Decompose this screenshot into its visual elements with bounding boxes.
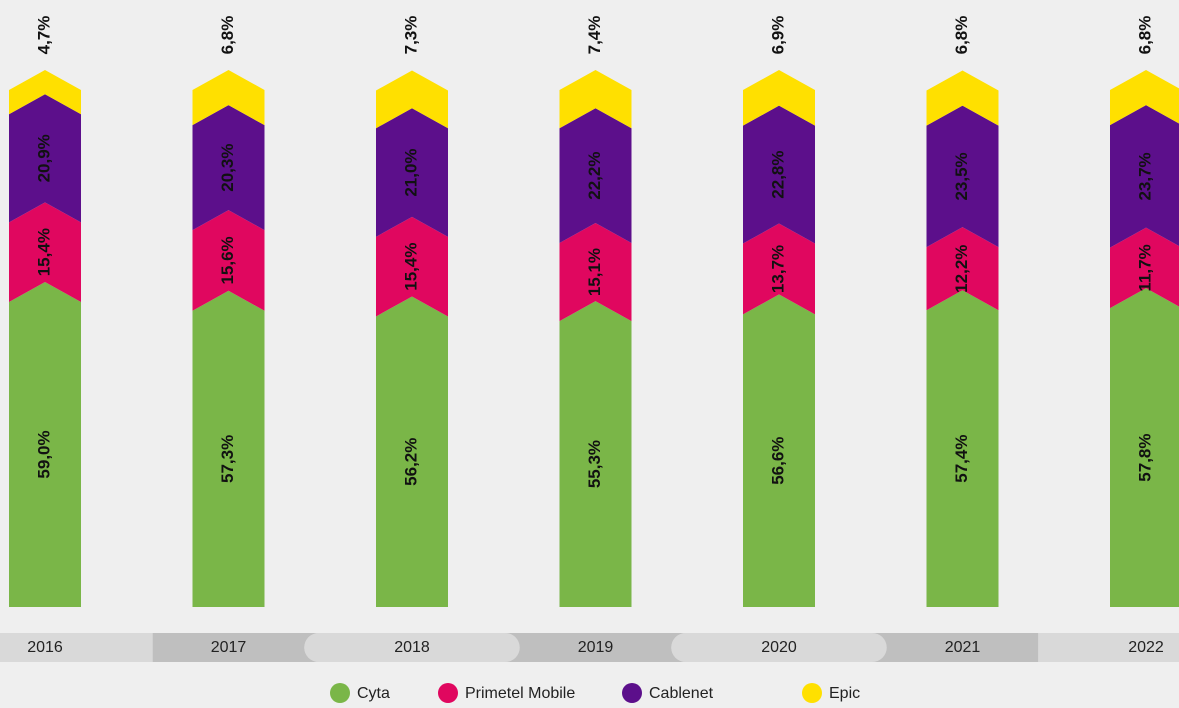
data-label: 4,7% — [34, 16, 53, 55]
year-band — [304, 633, 520, 662]
data-label: 57,3% — [218, 435, 237, 483]
bar-segment — [926, 290, 999, 607]
data-label: 57,8% — [1135, 433, 1154, 481]
data-label: 6,8% — [218, 16, 237, 55]
data-label: 6,8% — [952, 16, 971, 55]
bar-segment — [743, 105, 815, 244]
x-tick-label: 2016 — [27, 639, 63, 656]
year-band — [487, 633, 704, 662]
year-band — [120, 633, 337, 662]
bar-segment — [376, 70, 448, 129]
bar-segment — [9, 70, 81, 115]
legend-marker — [622, 683, 642, 703]
year-band — [1038, 633, 1179, 662]
data-label: 11,7% — [1135, 244, 1154, 291]
bar-segment — [192, 210, 265, 311]
data-label: 23,5% — [952, 152, 971, 200]
data-label: 13,7% — [768, 245, 787, 293]
bar-segment — [376, 296, 448, 607]
bar-segment — [1110, 105, 1179, 248]
bar-segment — [1110, 227, 1179, 309]
x-tick-label: 2019 — [578, 639, 614, 656]
bar-segment — [192, 290, 265, 607]
data-label: 15,1% — [585, 248, 604, 296]
data-label: 21,0% — [401, 148, 420, 196]
x-tick-label: 2021 — [945, 639, 981, 656]
data-label: 22,2% — [585, 152, 604, 200]
legend-label: Primetel Mobile — [465, 685, 575, 702]
year-band — [0, 633, 153, 662]
data-label: 55,3% — [585, 440, 604, 488]
x-tick-label: 2017 — [211, 639, 247, 656]
bar-segment — [559, 108, 632, 244]
data-label: 59,0% — [34, 430, 53, 478]
data-label: 56,2% — [401, 438, 420, 486]
x-tick-label: 2018 — [394, 639, 430, 656]
bar-segment — [192, 105, 265, 231]
bar-segment — [559, 223, 632, 322]
data-label: 15,4% — [401, 243, 420, 291]
bar-segment — [376, 216, 448, 317]
data-label: 6,9% — [768, 16, 787, 55]
year-band — [854, 633, 1071, 662]
bar-segment — [9, 281, 81, 607]
legend-label: Cablenet — [649, 685, 714, 702]
data-label: 56,6% — [768, 437, 787, 485]
bar-segment — [9, 202, 81, 302]
bar-segment — [9, 94, 81, 223]
data-label: 6,8% — [1135, 16, 1154, 55]
bar-segment — [376, 108, 448, 237]
data-label: 23,7% — [1135, 152, 1154, 200]
legend-label: Cyta — [357, 685, 390, 702]
data-label: 22,8% — [768, 151, 787, 199]
data-label: 20,3% — [218, 144, 237, 192]
year-band — [671, 633, 887, 662]
data-label: 7,3% — [401, 16, 420, 55]
data-label: 12,2% — [952, 245, 971, 293]
x-tick-label: 2022 — [1128, 639, 1164, 656]
data-label: 15,4% — [34, 228, 53, 276]
bar-segment — [926, 105, 999, 248]
bar-segment — [926, 70, 999, 126]
legend-label: Epic — [829, 685, 860, 702]
legend-marker — [330, 683, 350, 703]
bar-segment — [1110, 288, 1179, 607]
bar-segment — [559, 70, 632, 129]
x-tick-label: 2020 — [761, 639, 797, 656]
data-label: 57,4% — [952, 435, 971, 483]
bar-segment — [1110, 70, 1179, 126]
data-label: 20,9% — [34, 134, 53, 182]
bar-segment — [926, 227, 999, 311]
bar-segment — [559, 301, 632, 607]
data-label: 15,6% — [218, 236, 237, 284]
data-label: 7,4% — [585, 16, 604, 55]
bar-segment — [743, 294, 815, 607]
legend-marker — [438, 683, 458, 703]
bar-segment — [743, 223, 815, 315]
bar-segment — [743, 70, 815, 126]
bar-segment — [192, 70, 265, 126]
legend-marker — [802, 683, 822, 703]
